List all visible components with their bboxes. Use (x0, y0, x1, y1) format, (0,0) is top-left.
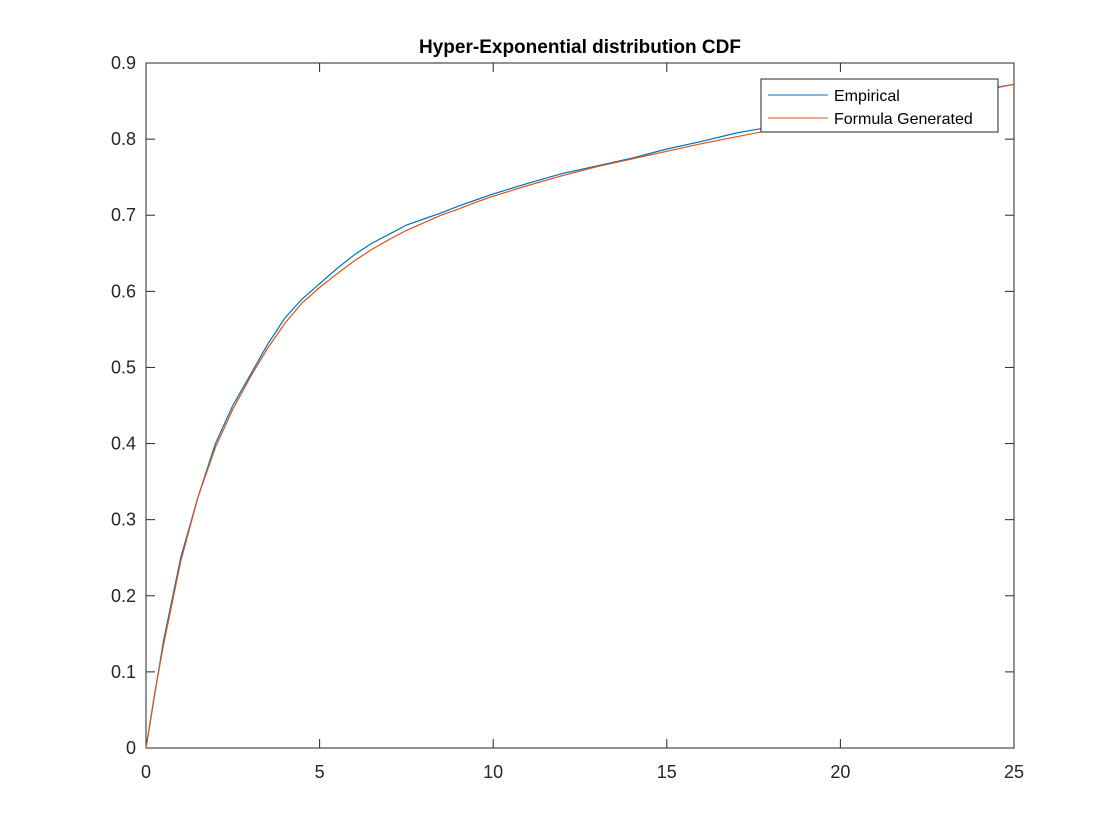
legend-label-empirical: Empirical (834, 88, 900, 105)
y-tick-label: 0.9 (111, 53, 136, 73)
y-tick-label: 0.7 (111, 205, 136, 225)
x-tick-label: 15 (657, 762, 677, 782)
legend-label-formula-generated: Formula Generated (834, 111, 973, 128)
x-tick-label: 20 (830, 762, 850, 782)
y-tick-label: 0.8 (111, 129, 136, 149)
y-tick-label: 0.4 (111, 434, 136, 454)
y-tick-label: 0.5 (111, 357, 136, 377)
y-tick-label: 0.2 (111, 586, 136, 606)
x-tick-label: 5 (315, 762, 325, 782)
y-tick-label: 0.1 (111, 662, 136, 682)
legend: Empirical Formula Generated (761, 79, 998, 132)
y-tick-label: 0.3 (111, 510, 136, 530)
chart-title: Hyper-Exponential distribution CDF (419, 37, 741, 58)
y-tick-label: 0.6 (111, 281, 136, 301)
x-tick-label: 10 (483, 762, 503, 782)
y-tick-label: 0 (126, 738, 136, 758)
x-tick-label: 25 (1004, 762, 1024, 782)
x-tick-label: 0 (141, 762, 151, 782)
